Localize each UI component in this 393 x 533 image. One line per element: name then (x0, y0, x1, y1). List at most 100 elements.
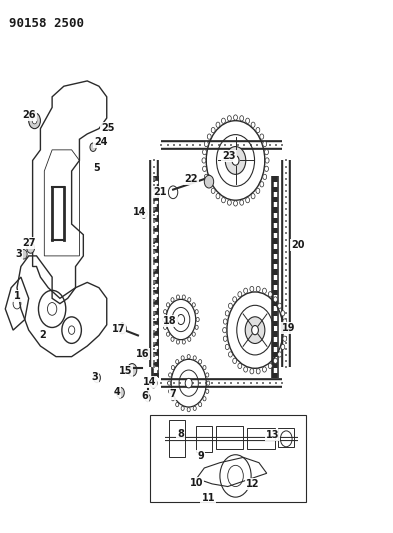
Circle shape (232, 156, 239, 165)
Circle shape (211, 127, 215, 133)
Circle shape (116, 387, 124, 398)
Circle shape (181, 356, 184, 360)
Text: 26: 26 (23, 110, 36, 120)
Circle shape (176, 295, 180, 299)
Circle shape (223, 327, 226, 333)
Circle shape (196, 317, 199, 321)
Circle shape (127, 364, 137, 376)
Circle shape (176, 360, 179, 364)
Circle shape (283, 327, 287, 333)
Text: 4: 4 (114, 387, 120, 397)
Circle shape (260, 182, 264, 187)
Circle shape (203, 397, 206, 401)
Circle shape (207, 134, 211, 139)
Circle shape (260, 134, 264, 139)
Text: 15: 15 (119, 366, 132, 376)
Circle shape (268, 292, 272, 297)
Circle shape (163, 310, 167, 314)
Circle shape (202, 149, 206, 155)
Circle shape (203, 366, 206, 370)
Circle shape (163, 317, 166, 321)
Bar (216, 425, 243, 449)
Circle shape (223, 319, 227, 324)
Circle shape (233, 358, 237, 364)
Circle shape (181, 406, 184, 410)
Text: 14: 14 (133, 207, 147, 217)
Circle shape (278, 303, 282, 309)
Circle shape (192, 303, 195, 307)
Circle shape (185, 378, 192, 388)
Text: 18: 18 (163, 316, 177, 326)
Circle shape (29, 113, 40, 128)
Circle shape (240, 116, 244, 121)
Text: 13: 13 (266, 430, 279, 440)
Circle shape (256, 286, 260, 292)
Circle shape (256, 369, 260, 374)
Circle shape (198, 402, 202, 407)
Circle shape (142, 349, 150, 359)
Circle shape (192, 332, 195, 336)
Circle shape (263, 288, 266, 294)
Text: 19: 19 (281, 323, 295, 333)
Circle shape (140, 209, 147, 218)
Circle shape (169, 389, 172, 393)
Circle shape (228, 116, 231, 121)
Circle shape (169, 373, 172, 377)
Circle shape (188, 337, 191, 342)
Text: 14: 14 (143, 376, 156, 386)
Circle shape (225, 311, 229, 316)
Text: 12: 12 (246, 479, 260, 489)
Text: 8: 8 (178, 429, 184, 439)
Circle shape (223, 336, 227, 341)
Circle shape (216, 122, 220, 127)
Circle shape (244, 288, 248, 294)
Circle shape (251, 122, 255, 127)
Circle shape (264, 166, 268, 172)
Circle shape (167, 303, 170, 307)
Bar (150, 415, 306, 503)
Circle shape (283, 319, 287, 324)
Circle shape (171, 397, 174, 401)
Text: 20: 20 (291, 240, 305, 251)
Circle shape (233, 115, 237, 120)
Circle shape (118, 323, 126, 334)
Circle shape (168, 381, 171, 385)
Circle shape (274, 297, 277, 302)
Circle shape (274, 358, 277, 364)
Circle shape (206, 373, 209, 377)
Circle shape (171, 366, 174, 370)
Circle shape (206, 389, 209, 393)
Circle shape (171, 337, 174, 342)
Circle shape (228, 303, 232, 309)
Circle shape (176, 402, 179, 407)
Circle shape (244, 367, 248, 372)
Text: 17: 17 (112, 324, 125, 334)
Circle shape (233, 201, 237, 206)
Circle shape (246, 118, 250, 124)
Circle shape (238, 292, 242, 297)
Text: 6: 6 (141, 391, 149, 401)
Circle shape (204, 174, 208, 180)
Circle shape (163, 325, 167, 329)
Circle shape (32, 117, 37, 124)
Circle shape (240, 200, 244, 205)
Circle shape (246, 198, 250, 203)
Bar (196, 425, 212, 452)
Text: 27: 27 (23, 238, 36, 248)
Text: 7: 7 (170, 389, 176, 399)
Circle shape (263, 367, 266, 372)
Circle shape (187, 354, 190, 359)
Circle shape (145, 394, 151, 402)
Circle shape (252, 326, 259, 335)
Circle shape (167, 332, 170, 336)
Bar (279, 428, 294, 447)
Circle shape (250, 369, 254, 374)
Circle shape (202, 158, 206, 163)
Circle shape (283, 336, 287, 341)
Text: 24: 24 (94, 138, 108, 148)
Text: 11: 11 (202, 493, 215, 503)
Circle shape (171, 297, 174, 302)
Circle shape (211, 188, 215, 193)
Circle shape (216, 193, 220, 199)
Text: 90158 2500: 90158 2500 (9, 17, 84, 30)
